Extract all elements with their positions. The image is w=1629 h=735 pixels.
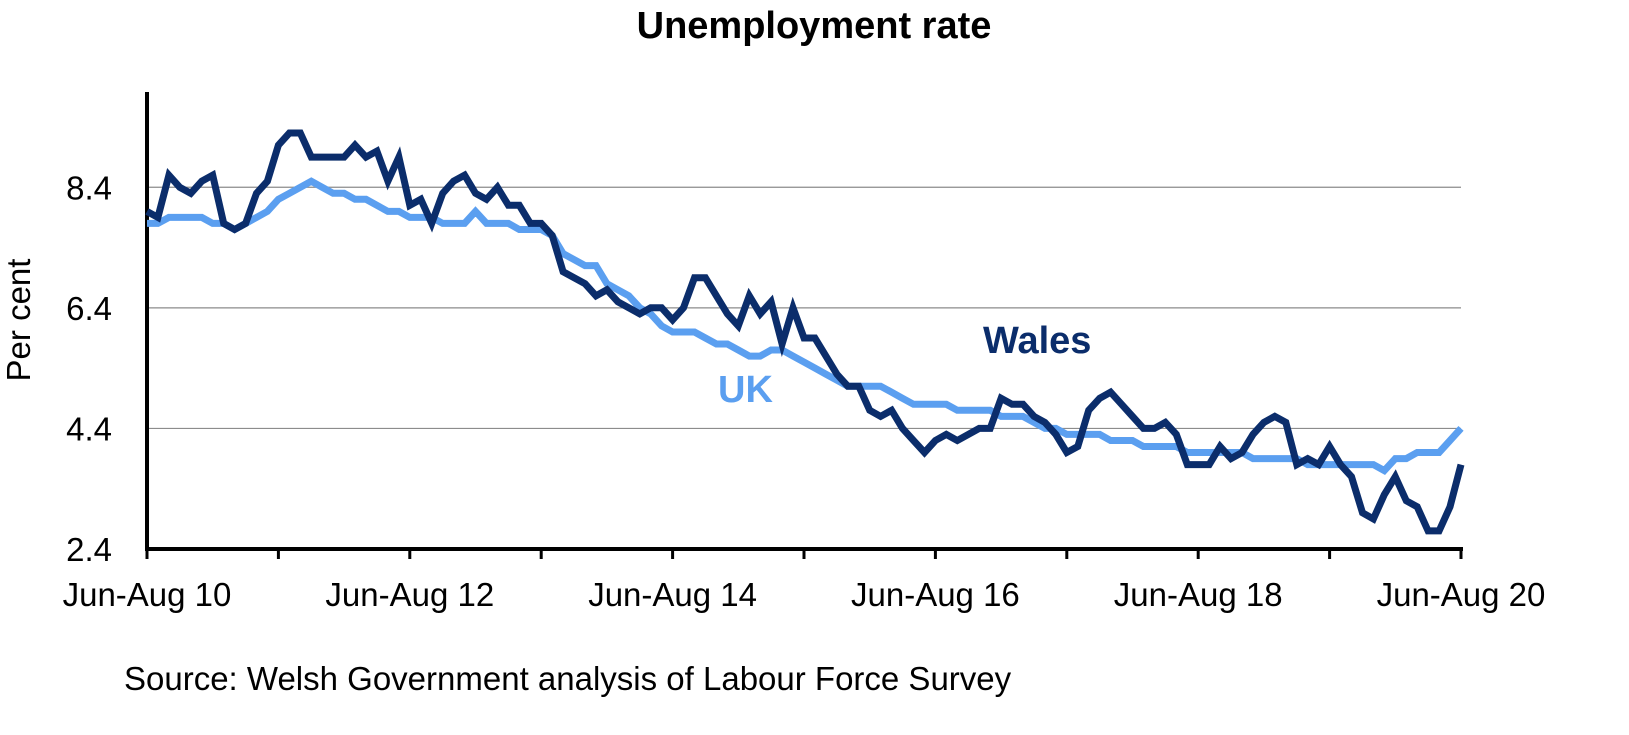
- x-tick-label: Jun-Aug 10: [63, 576, 232, 613]
- chart-title: Unemployment rate: [637, 5, 992, 47]
- axes: 2.4 4.4 6.4 8.4 Jun-Aug 10 Jun-Aug 12 Jun-Aug …: [63, 92, 1546, 613]
- x-tick-label: Jun-Aug 12: [325, 576, 494, 613]
- y-tick-label: 6.4: [66, 290, 112, 327]
- series-label-wales: Wales: [983, 320, 1091, 362]
- x-tick-label: Jun-Aug 18: [1114, 576, 1283, 613]
- series-line-wales: [145, 129, 1465, 535]
- y-tick-label: 4.4: [66, 410, 112, 447]
- series-label-uk: UK: [718, 369, 773, 411]
- y-axis-label: Per cent: [0, 259, 37, 382]
- x-tick-label: Jun-Aug 20: [1377, 576, 1546, 613]
- y-tick-label: 2.4: [66, 531, 112, 568]
- series-labels: Wales UK: [718, 320, 1091, 411]
- gridlines: [147, 186, 1461, 430]
- y-tick-label: 8.4: [66, 169, 112, 206]
- x-tick-label: Jun-Aug 14: [588, 576, 757, 613]
- series-lines: [145, 129, 1465, 535]
- x-tick-label: Jun-Aug 16: [851, 576, 1020, 613]
- source-note: Source: Welsh Government analysis of Lab…: [124, 660, 1012, 697]
